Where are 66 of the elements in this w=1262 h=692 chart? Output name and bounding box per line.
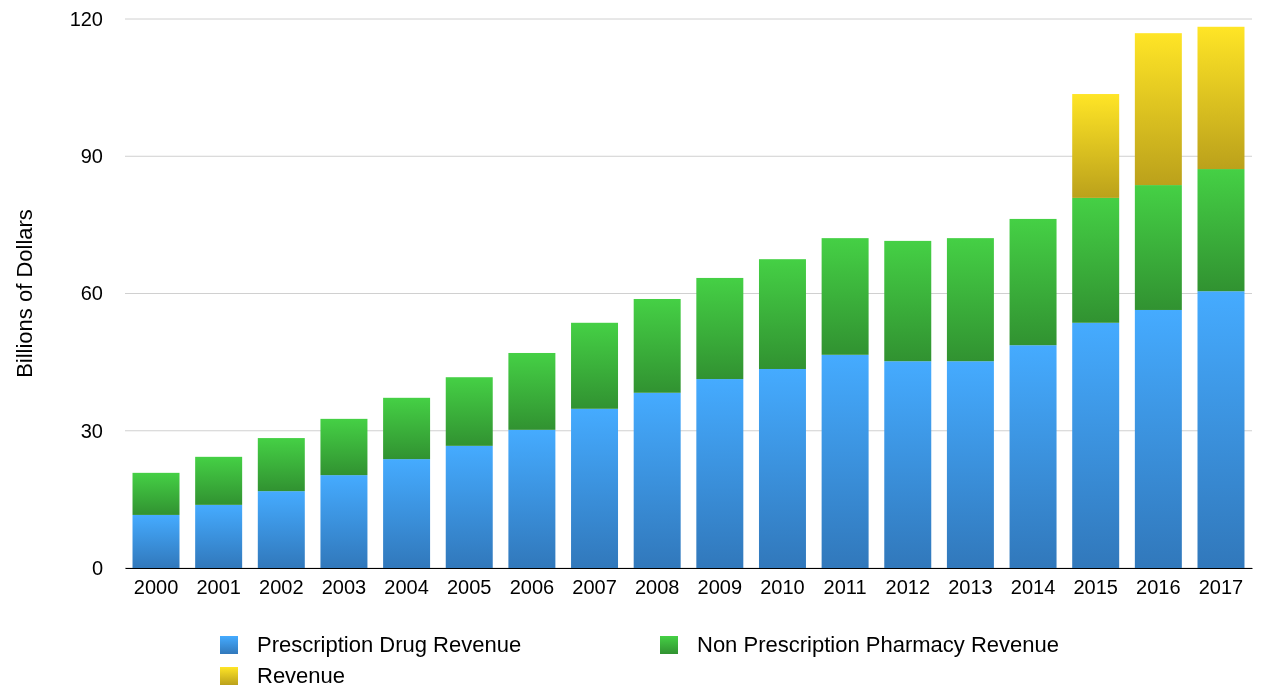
bar — [821, 238, 869, 355]
bar — [383, 397, 431, 460]
bar — [1197, 169, 1245, 292]
bar — [884, 361, 932, 568]
bar — [320, 475, 368, 568]
x-tick-label: 2002 — [259, 576, 304, 599]
bar — [257, 438, 305, 492]
y-tick-label: 30 — [80, 419, 103, 442]
bar — [633, 298, 681, 393]
bar — [445, 377, 493, 446]
legend-label: Non Prescription Pharmacy Revenue — [697, 632, 1059, 657]
bar — [571, 408, 619, 568]
bar — [1134, 185, 1182, 310]
bar — [1009, 345, 1057, 568]
bar — [696, 277, 744, 380]
bar — [445, 445, 493, 568]
bar — [758, 259, 806, 369]
bar — [571, 322, 619, 409]
bar — [257, 491, 305, 568]
bar — [508, 429, 556, 568]
y-axis-title: Billions of Dollars — [12, 209, 37, 378]
x-tick-label: 2007 — [572, 576, 617, 599]
x-tick-label: 2003 — [321, 576, 367, 599]
x-tick-label: 2006 — [509, 576, 555, 599]
x-tick-label: 2009 — [697, 576, 743, 599]
x-tick-label: 2015 — [1073, 576, 1118, 599]
legend-label: Revenue — [257, 663, 346, 688]
bar — [946, 361, 994, 568]
bar — [696, 379, 744, 568]
x-tick-label: 2004 — [384, 576, 429, 599]
bar — [195, 456, 243, 505]
bar — [1009, 218, 1057, 346]
bar — [1197, 291, 1245, 568]
bar — [1072, 322, 1120, 568]
bar — [383, 459, 431, 568]
bar — [320, 418, 368, 476]
x-tick-label: 2005 — [446, 576, 492, 599]
x-tick-label: 2008 — [634, 576, 680, 599]
bar — [1134, 309, 1182, 568]
y-tick-label: 0 — [91, 556, 103, 579]
x-tick-label: 2011 — [823, 576, 867, 599]
bar — [132, 472, 180, 515]
bar — [1197, 26, 1245, 170]
y-tick-label: 120 — [69, 7, 103, 30]
bar — [884, 240, 932, 362]
bar — [508, 352, 556, 430]
bar — [758, 368, 806, 568]
x-tick-label: 2001 — [196, 576, 241, 599]
x-tick-label: 2016 — [1136, 576, 1181, 599]
x-tick-label: 2013 — [948, 576, 993, 599]
x-tick-label: 2012 — [885, 576, 931, 599]
bar — [821, 354, 869, 568]
y-tick-label: 90 — [80, 145, 103, 168]
bar — [1072, 197, 1120, 323]
bar — [132, 514, 180, 568]
bar — [633, 392, 681, 568]
x-tick-label: 2017 — [1198, 576, 1244, 599]
legend-label: Prescription Drug Revenue — [257, 632, 522, 657]
x-tick-label: 2010 — [760, 576, 805, 599]
x-tick-label: 2014 — [1010, 576, 1056, 599]
x-tick-label: 2000 — [133, 576, 179, 599]
bar — [1134, 33, 1182, 186]
y-tick-label: 60 — [80, 282, 103, 305]
bar — [195, 504, 243, 568]
bar — [1072, 94, 1120, 198]
bar — [946, 238, 994, 362]
